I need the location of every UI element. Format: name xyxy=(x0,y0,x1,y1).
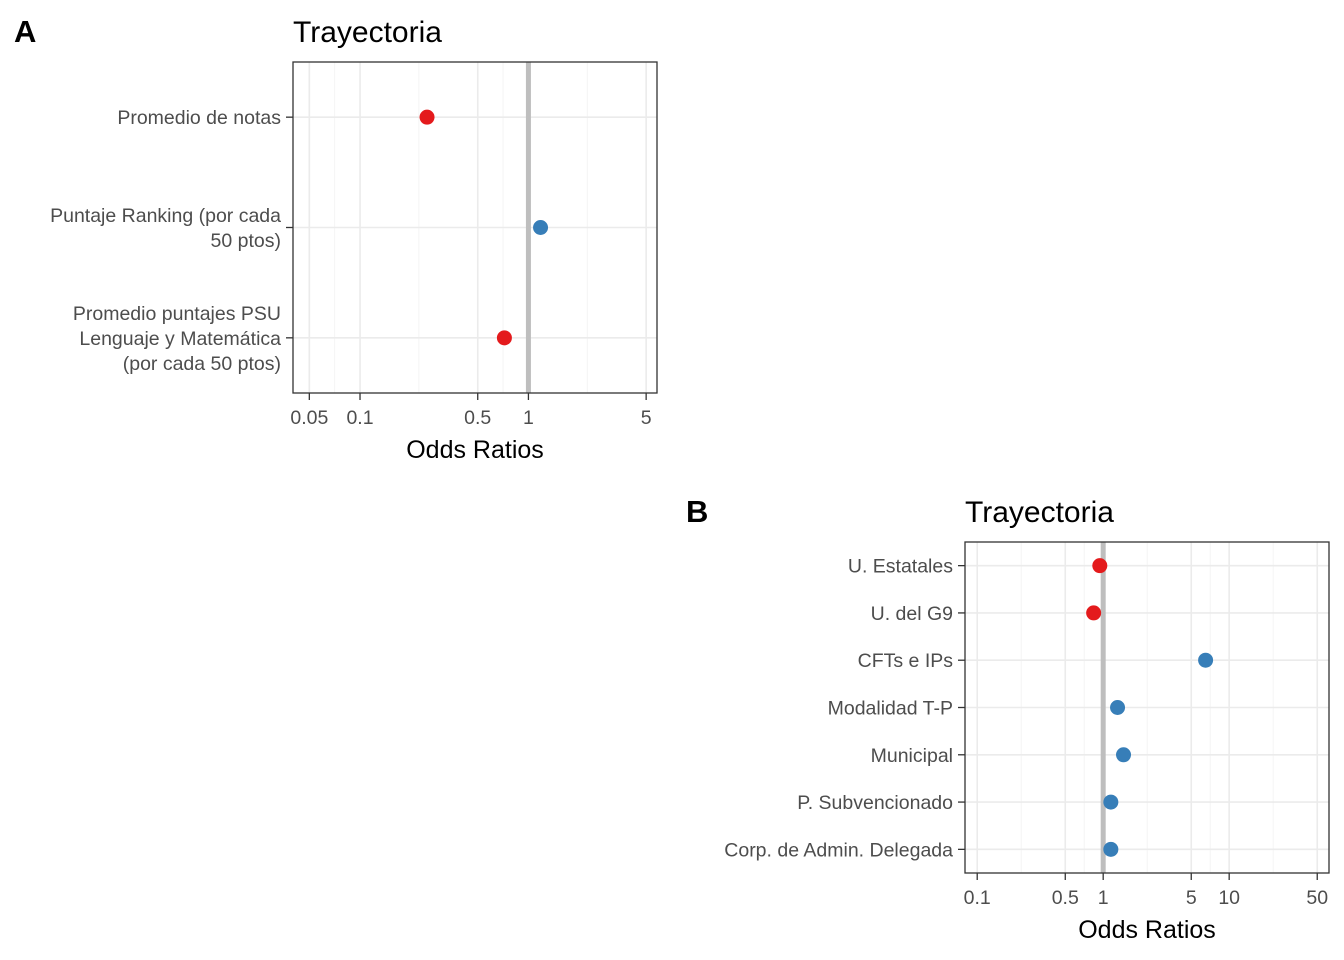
x-tick-label: 0.5 xyxy=(464,407,491,429)
chart-title: Trayectoria xyxy=(293,16,442,49)
data-point xyxy=(1103,794,1119,810)
y-tick-label: U. del G9 xyxy=(871,603,953,625)
panel-a: A Trayectoria Promedio de notas Puntaje Ran… xyxy=(14,14,658,464)
chart-title: Trayectoria xyxy=(965,496,1114,529)
x-axis-label: Odds Ratios xyxy=(1078,916,1216,944)
x-tick-label: 0.05 xyxy=(290,407,328,429)
y-tick-label: Municipal xyxy=(871,745,953,767)
x-tick-label: 0.1 xyxy=(964,887,991,909)
y-tick-label: P. Subvencionado xyxy=(797,792,953,814)
x-tick-label: 5 xyxy=(1186,887,1197,909)
x-tick-label: 5 xyxy=(641,407,652,429)
x-tick-label: 0.1 xyxy=(346,407,373,429)
x-tick-label: 0.5 xyxy=(1052,887,1079,909)
y-tick-label: Modalidad T-P xyxy=(828,698,953,720)
data-point xyxy=(496,330,512,346)
data-point xyxy=(1116,747,1132,763)
panel-tag: B xyxy=(686,494,708,529)
data-point xyxy=(1198,652,1214,668)
data-point xyxy=(419,109,435,125)
x-axis-label: Odds Ratios xyxy=(406,436,544,464)
data-point xyxy=(1110,700,1126,715)
y-tick-label: Puntaje Ranking (por cada 50 ptos) xyxy=(50,205,281,252)
x-tick-label: 10 xyxy=(1218,887,1240,909)
data-point xyxy=(1086,605,1102,621)
y-tick-label: CFTs e IPs xyxy=(858,650,954,672)
x-tick-label: 1 xyxy=(1098,887,1109,909)
x-tick-label: 50 xyxy=(1306,887,1328,909)
y-tick-label: U. Estatales xyxy=(848,556,953,578)
y-tick-label: Promedio de notas xyxy=(117,107,281,129)
data-point xyxy=(1103,841,1119,857)
data-point xyxy=(1092,558,1108,574)
panel-b: B Trayectoria U. Estatales U. del G9 CFTs e … xyxy=(686,494,1330,944)
y-tick-label: Corp. de Admin. Delegada xyxy=(724,839,953,861)
y-tick-label: Promedio puntajes PSU Lenguaje y Matemáti… xyxy=(73,303,281,375)
x-tick-label: 1 xyxy=(523,407,534,429)
panel-tag: A xyxy=(14,14,36,49)
data-point xyxy=(533,220,549,235)
